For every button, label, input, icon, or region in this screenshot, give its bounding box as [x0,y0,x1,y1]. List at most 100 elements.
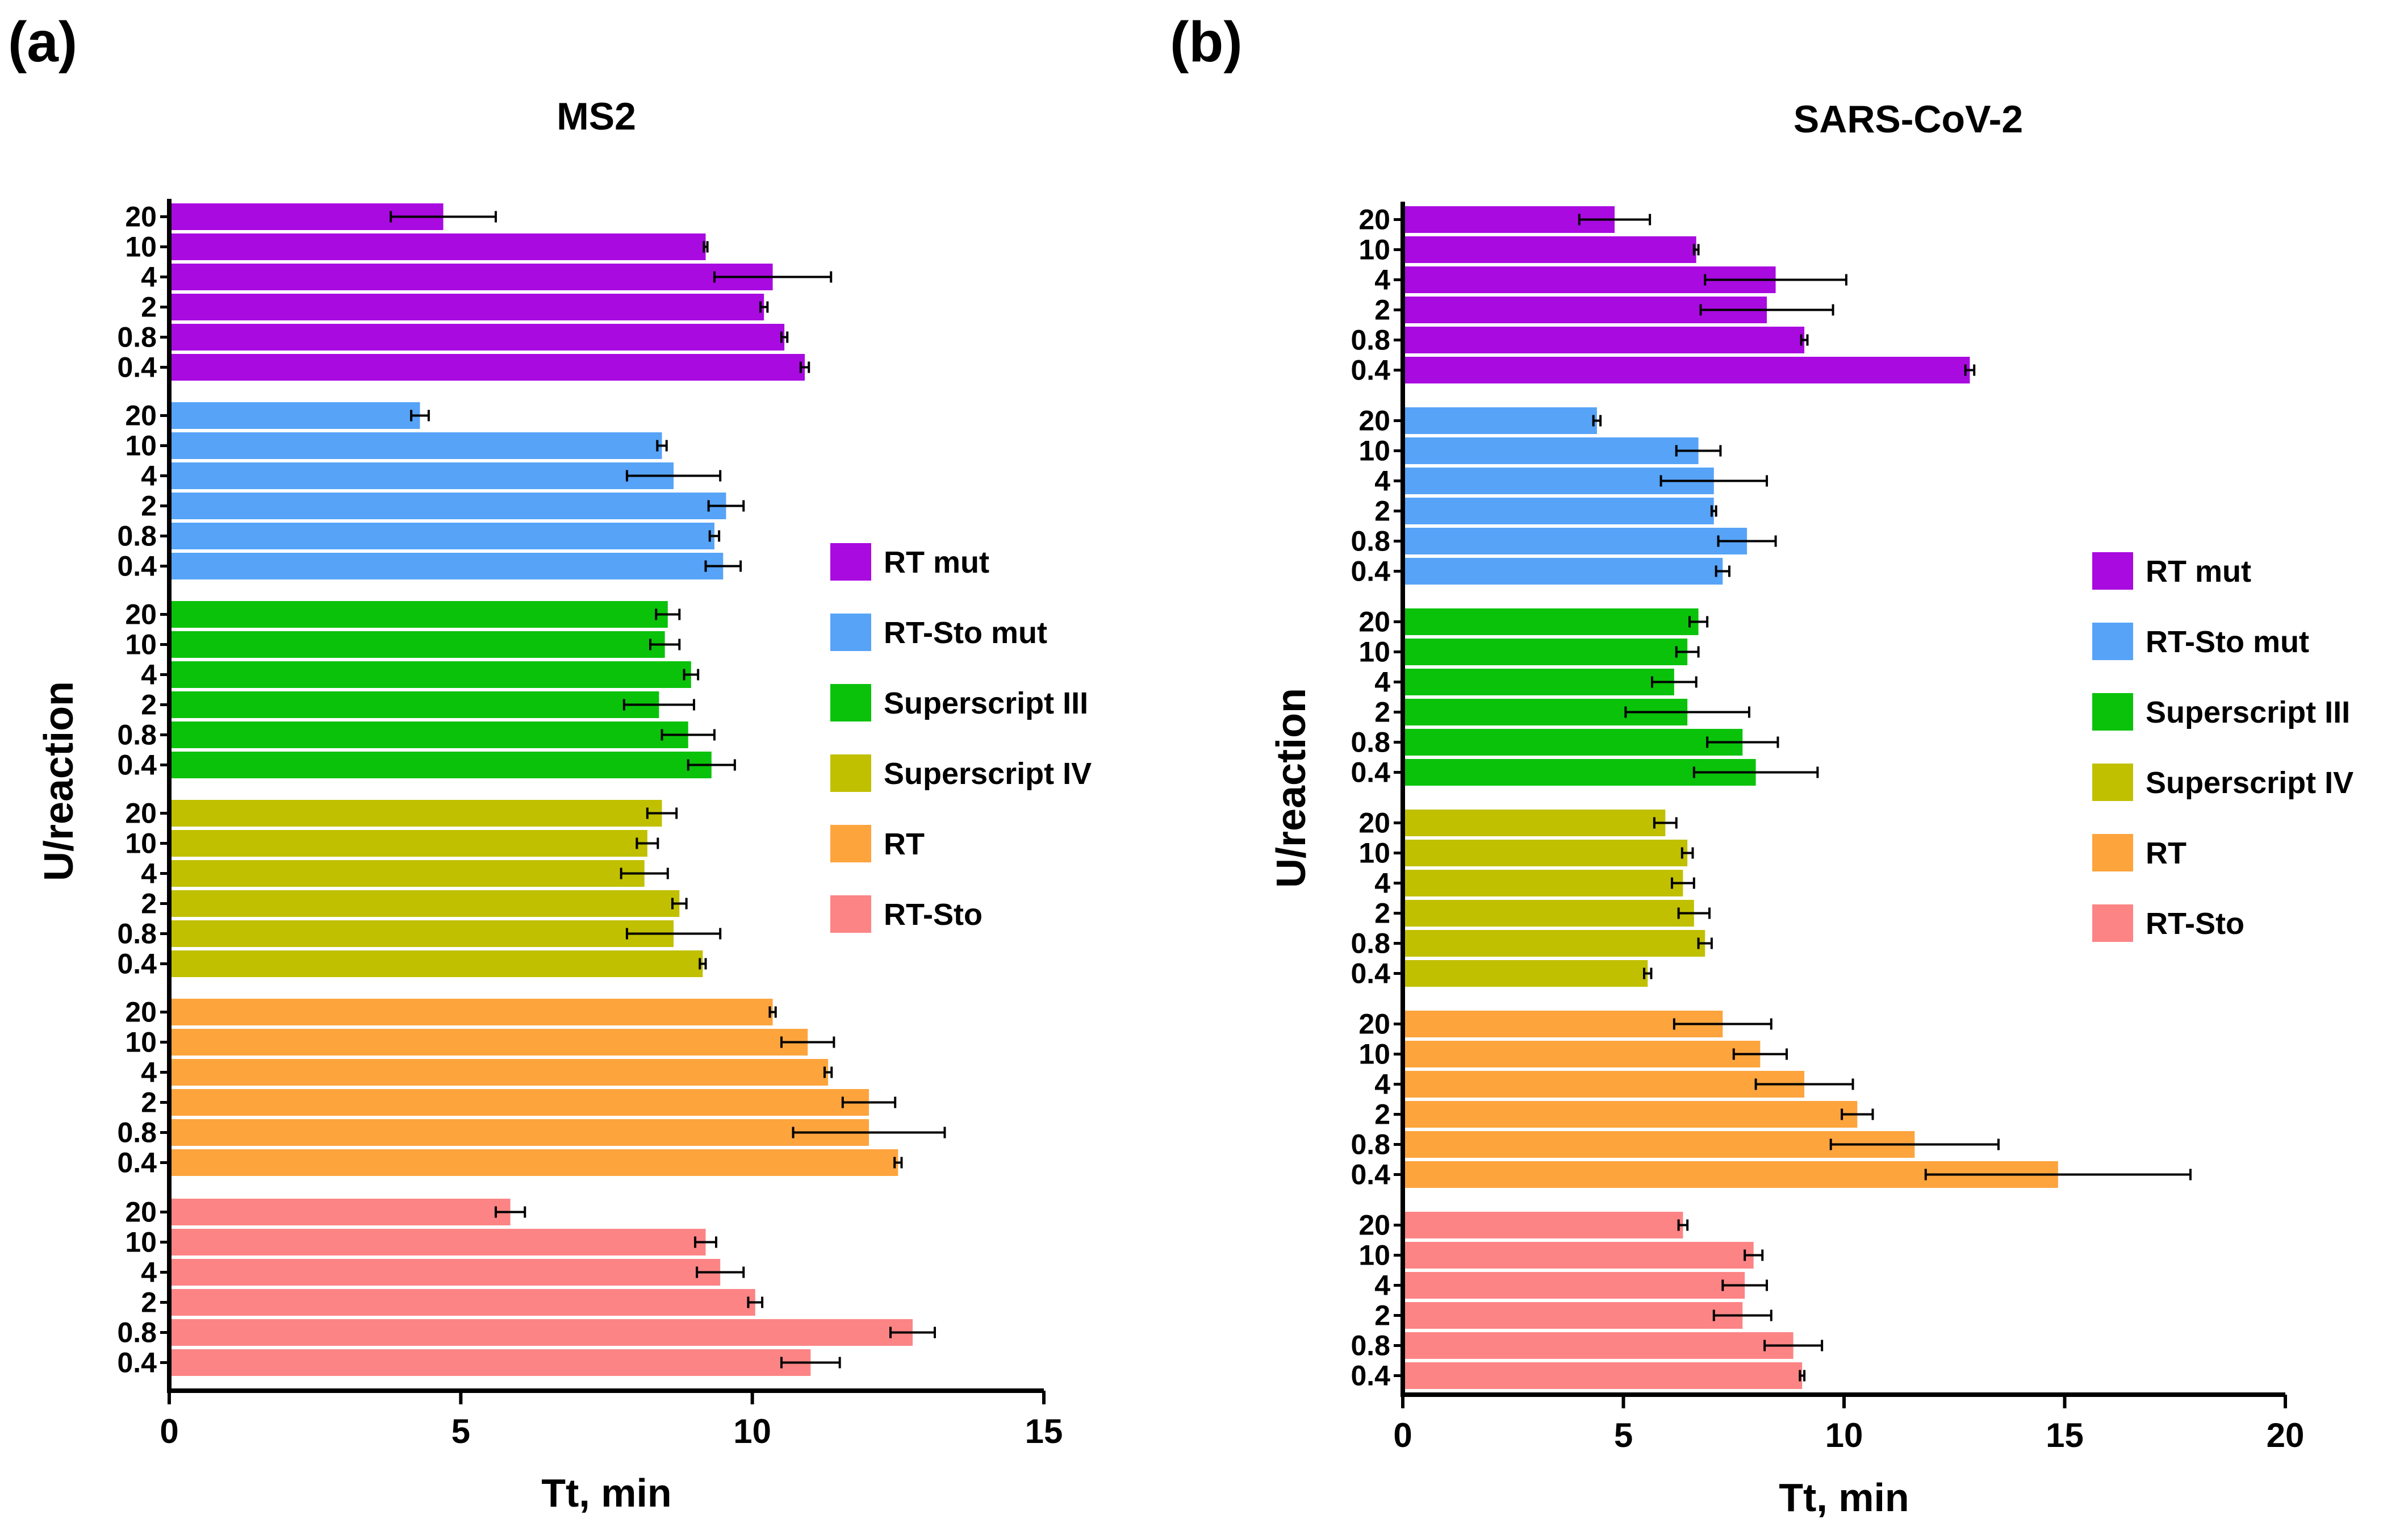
legend-label: RT-Sto mut [884,616,1047,650]
y-tick-label: 4 [1374,465,1390,497]
bar [1403,498,1714,524]
x-tick-label: 15 [2046,1416,2084,1454]
bar [1403,437,1699,464]
y-tick-label: 0.4 [1351,757,1390,789]
legend-swatch [2092,764,2133,801]
bar [169,1199,511,1225]
legend-swatch [830,543,871,581]
y-tick-label: 0.8 [117,918,157,950]
bar [169,462,674,489]
bar [169,1319,913,1346]
legend-swatch [830,895,871,933]
bar [169,752,712,778]
y-axis-label: U/reaction [36,681,82,881]
y-tick-label: 2 [141,1087,157,1119]
y-tick-label: 2 [141,490,157,522]
y-tick-label: 0.4 [1351,354,1390,386]
bar [1403,729,1743,756]
y-tick-label: 0.8 [1351,1330,1390,1362]
x-tick-label: 20 [2267,1416,2305,1454]
panel-b: (b)SARS-CoV-22010420.80.42010420.80.4201… [1170,10,2353,1520]
bar [169,1089,869,1116]
y-tick-label: 4 [141,1257,157,1288]
y-tick-label: 0.4 [117,948,157,980]
y-tick-label: 4 [141,659,157,691]
bar [169,1349,811,1376]
y-tick-label: 2 [1374,696,1390,728]
y-tick-label: 10 [125,828,157,860]
x-tick-label: 5 [452,1412,470,1450]
y-tick-label: 20 [125,201,157,233]
y-tick-label: 4 [141,261,157,293]
y-tick-label: 10 [125,1227,157,1258]
legend-label: RT-Sto [2146,907,2244,941]
y-tick-label: 0.4 [117,749,157,781]
bar [1403,528,1748,554]
bar [1403,1071,1805,1098]
bar [1403,1101,1858,1128]
legend-label: RT mut [2146,554,2251,589]
y-tick-label: 4 [141,1057,157,1088]
bar [169,691,659,718]
y-tick-label: 0.4 [1351,958,1390,990]
x-axis-label: Tt, min [541,1471,671,1515]
legend-label: RT [2146,836,2187,870]
bar [169,294,764,320]
legend-label: Superscript III [884,686,1088,720]
y-tick-label: 2 [141,689,157,721]
bar [169,1119,869,1146]
bar [169,860,645,887]
legend-label: RT-Sto mut [2146,625,2309,659]
chart-title: SARS-CoV-2 [1794,98,2023,141]
bar [169,920,674,947]
legend-label: RT mut [884,545,989,579]
panel-a: (a)MS22010420.80.42010420.80.42010420.80… [8,10,1092,1515]
y-tick-label: 0.8 [1351,324,1390,356]
panel-label: (a) [8,10,77,74]
bar [169,264,773,290]
bar [169,523,714,549]
bar [169,1149,898,1176]
bar [169,800,662,827]
legend-swatch [830,684,871,721]
bar [1403,558,1723,585]
y-tick-label: 0.4 [1351,556,1390,587]
legend-swatch [2092,552,2133,590]
bar [1403,810,1666,836]
bar [1403,960,1648,987]
y-tick-label: 4 [1374,1270,1390,1302]
y-tick-label: 4 [1374,666,1390,698]
panel-label: (b) [1170,10,1243,74]
bar [1403,608,1699,635]
y-axis-label: U/reaction [1269,688,1314,888]
bar [1403,357,1970,383]
bar [169,493,726,519]
y-tick-label: 10 [1358,435,1390,467]
bar [1403,840,1688,866]
y-tick-label: 20 [1358,807,1390,839]
y-tick-label: 2 [141,1287,157,1319]
bar [1403,1011,1723,1037]
bar [169,999,773,1025]
bar [169,1289,755,1316]
y-tick-label: 0.4 [1351,1360,1390,1392]
bar [1403,236,1696,263]
bar [1403,1332,1794,1359]
y-tick-label: 20 [1358,1008,1390,1040]
y-tick-label: 0.8 [117,520,157,552]
y-tick-label: 20 [1358,405,1390,437]
bar [169,324,785,351]
y-tick-label: 10 [125,430,157,462]
y-tick-label: 0.8 [1351,727,1390,758]
legend-swatch [830,754,871,792]
bar [1403,1362,1803,1389]
y-tick-label: 2 [1374,898,1390,929]
y-tick-label: 10 [1358,837,1390,869]
legend-swatch [2092,834,2133,871]
y-tick-label: 10 [1358,1038,1390,1070]
legend-swatch [830,614,871,651]
bar [1403,407,1597,434]
y-tick-label: 0.8 [117,322,157,353]
legend-swatch [2092,693,2133,731]
